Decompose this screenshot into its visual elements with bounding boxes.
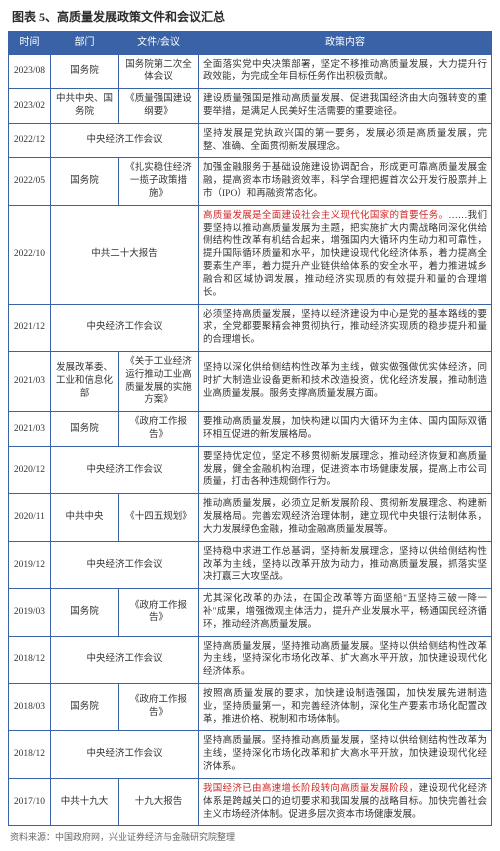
cell-time: 2018/12 — [9, 636, 51, 683]
cell-dept: 国务院 — [51, 589, 119, 636]
table-row: 2022/05国务院《扎实稳住经济一揽子政策措施》加强金融服务于基础设施建设协调… — [9, 158, 492, 205]
cell-time: 2019/03 — [9, 589, 51, 636]
table-row: 2020/12中央经济工作会议要坚持优定位，坚定不移贯彻新发展理念，推动经济恢复… — [9, 446, 492, 493]
policy-table: 时间 部门 文件/会议 政策内容 2023/08国务院国务院第二次全体会议全面落… — [8, 31, 492, 826]
table-row: 2018/12中央经济工作会议坚持高质量发展，坚持推动高质量发展。坚持以供给侧结… — [9, 636, 492, 683]
cell-doc: 中共二十大报告 — [51, 205, 199, 304]
cell-content: 要推动高质量发展，加快构建以国内大循环为主体、国内国际双循环相互促进的新发展格局… — [199, 412, 492, 447]
highlight-text: 我国经济已由高速增长阶段转向高质量发展阶段， — [203, 784, 419, 794]
table-row: 2023/02中共中央、国务院《质量强国建设纲要》建设质量强国是推动高质量发展、… — [9, 89, 492, 124]
cell-doc: 《政府工作报告》 — [119, 589, 199, 636]
cell-time: 2021/12 — [9, 304, 51, 351]
cell-time: 2021/03 — [9, 412, 51, 447]
cell-doc: 《质量强国建设纲要》 — [119, 89, 199, 124]
cell-content: 推动高质量发展，必须立足新发展阶段、贯彻新发展理念、构建新发展格局。完善宏观经济… — [199, 494, 492, 541]
cell-content: 坚持稳中求进工作总基调，坚持新发展理念，坚持以供给侧结构性改革为主线，坚持以改革… — [199, 541, 492, 588]
table-row: 2021/03国务院《政府工作报告》要推动高质量发展，加快构建以国内大循环为主体… — [9, 412, 492, 447]
content-text: ……我们要坚持以推动高质量发展为主题，把实施扩大内需战略同深化供给侧结构性改革有… — [203, 211, 487, 298]
cell-content: 要坚持优定位，坚定不移贯彻新发展理念，推动经济恢复和高质量发展，健全金融机构治理… — [199, 446, 492, 493]
cell-content: 坚持发展是党执政兴国的第一要务，发展必须是高质量发展，完整、准确、全面贯彻新发展… — [199, 123, 492, 158]
table-row: 2020/11中共中央《十四五规划》推动高质量发展，必须立足新发展阶段、贯彻新发… — [9, 494, 492, 541]
cell-time: 2018/03 — [9, 684, 51, 731]
cell-doc: 《关于工业经济运行推动工业高质量发展的实施方案》 — [119, 351, 199, 411]
cell-doc: 中央经济工作会议 — [51, 304, 199, 351]
cell-content: 必须坚持高质量发展，坚持以经济建设为中心是党的基本路线的要求，全党都要聚精会神贯… — [199, 304, 492, 351]
cell-time: 2023/08 — [9, 54, 51, 89]
cell-dept: 中共中央 — [51, 494, 119, 541]
cell-content: 坚持以深化供给侧结构性改革为主线，做实做强做优实体经济，同时扩大制造业设备更新和… — [199, 351, 492, 411]
cell-time: 2020/11 — [9, 494, 51, 541]
data-source-footnote: 资料来源：中国政府网，兴业证券经济与金融研究院整理 — [10, 830, 492, 843]
cell-time: 2020/12 — [9, 446, 51, 493]
col-dept-header: 部门 — [51, 32, 119, 55]
cell-time: 2022/12 — [9, 123, 51, 158]
cell-dept: 发展改革委、工业和信息化部 — [51, 351, 119, 411]
cell-time: 2021/03 — [9, 351, 51, 411]
cell-time: 2022/10 — [9, 205, 51, 304]
cell-doc: 《政府工作报告》 — [119, 684, 199, 731]
table-header-row: 时间 部门 文件/会议 政策内容 — [9, 32, 492, 55]
cell-time: 2018/12 — [9, 731, 51, 778]
cell-time: 2019/12 — [9, 541, 51, 588]
table-row: 2022/10中共二十大报告高质量发展是全面建设社会主义现代化国家的首要任务。…… — [9, 205, 492, 304]
cell-content: 高质量发展是全面建设社会主义现代化国家的首要任务。……我们要坚持以推动高质量发展… — [199, 205, 492, 304]
table-row: 2017/10中共十九大十九大报告我国经济已由高速增长阶段转向高质量发展阶段，建… — [9, 778, 492, 825]
cell-content: 我国经济已由高速增长阶段转向高质量发展阶段，建设现代化经济体系是跨越关口的迫切要… — [199, 778, 492, 825]
cell-time: 2023/02 — [9, 89, 51, 124]
cell-dept: 中共十九大 — [51, 778, 119, 825]
cell-doc: 中央经济工作会议 — [51, 636, 199, 683]
cell-content: 全面落实党中央决策部署，坚定不移推动高质量发展，大力提升行政效能，为完成全年目标… — [199, 54, 492, 89]
cell-dept: 国务院 — [51, 684, 119, 731]
table-row: 2022/12中央经济工作会议坚持发展是党执政兴国的第一要务，发展必须是高质量发… — [9, 123, 492, 158]
cell-doc: 《政府工作报告》 — [119, 412, 199, 447]
col-doc-header: 文件/会议 — [119, 32, 199, 55]
table-row: 2019/03国务院《政府工作报告》尤其深化改革的办法，在国企改革等方面坚船"五… — [9, 589, 492, 636]
chart-title: 图表 5、高质量发展政策文件和会议汇总 — [12, 8, 492, 25]
highlight-text: 高质量发展是全面建设社会主义现代化国家的首要任务。 — [203, 211, 448, 221]
cell-doc: 中央经济工作会议 — [51, 446, 199, 493]
cell-time: 2022/05 — [9, 158, 51, 205]
table-body: 2023/08国务院国务院第二次全体会议全面落实党中央决策部署，坚定不移推动高质… — [9, 54, 492, 826]
cell-doc: 《扎实稳住经济一揽子政策措施》 — [119, 158, 199, 205]
cell-doc: 十九大报告 — [119, 778, 199, 825]
cell-content: 按照高质量发展的要求，加快建设制造强国，加快发展先进制造业，坚持质量第一，和完善… — [199, 684, 492, 731]
table-row: 2023/08国务院国务院第二次全体会议全面落实党中央决策部署，坚定不移推动高质… — [9, 54, 492, 89]
cell-doc: 中央经济工作会议 — [51, 541, 199, 588]
cell-content: 坚持高质量展。坚持推动高质量发展，坚持以供给侧结构性改革为主线，坚持深化市场化改… — [199, 731, 492, 778]
table-row: 2021/12中央经济工作会议必须坚持高质量发展，坚持以经济建设为中心是党的基本… — [9, 304, 492, 351]
cell-doc: 《十四五规划》 — [119, 494, 199, 541]
cell-dept: 国务院 — [51, 54, 119, 89]
cell-content: 尤其深化改革的办法，在国企改革等方面坚船"五坚持三破一降一补"成果，增强微观主体… — [199, 589, 492, 636]
table-row: 2018/03国务院《政府工作报告》按照高质量发展的要求，加快建设制造强国，加快… — [9, 684, 492, 731]
cell-content: 建设质量强国是推动高质量发展、促进我国经济由大向强转变的重要举措，是满足人民美好… — [199, 89, 492, 124]
cell-doc: 中央经济工作会议 — [51, 123, 199, 158]
table-row: 2018/12中央经济工作会议坚持高质量展。坚持推动高质量发展，坚持以供给侧结构… — [9, 731, 492, 778]
cell-content: 坚持高质量发展，坚持推动高质量发展。坚持以供给侧结构性改革为主线，坚持深化市场化… — [199, 636, 492, 683]
col-time-header: 时间 — [9, 32, 51, 55]
cell-content: 加强金融服务于基础设施建设协调配合，形成更可靠高质量发展金融，提高资本市场融资效… — [199, 158, 492, 205]
table-row: 2019/12中央经济工作会议坚持稳中求进工作总基调，坚持新发展理念，坚持以供给… — [9, 541, 492, 588]
cell-dept: 中共中央、国务院 — [51, 89, 119, 124]
col-content-header: 政策内容 — [199, 32, 492, 55]
cell-dept: 国务院 — [51, 158, 119, 205]
cell-doc: 中央经济工作会议 — [51, 731, 199, 778]
cell-doc: 国务院第二次全体会议 — [119, 54, 199, 89]
cell-time: 2017/10 — [9, 778, 51, 825]
table-row: 2021/03发展改革委、工业和信息化部《关于工业经济运行推动工业高质量发展的实… — [9, 351, 492, 411]
cell-dept: 国务院 — [51, 412, 119, 447]
